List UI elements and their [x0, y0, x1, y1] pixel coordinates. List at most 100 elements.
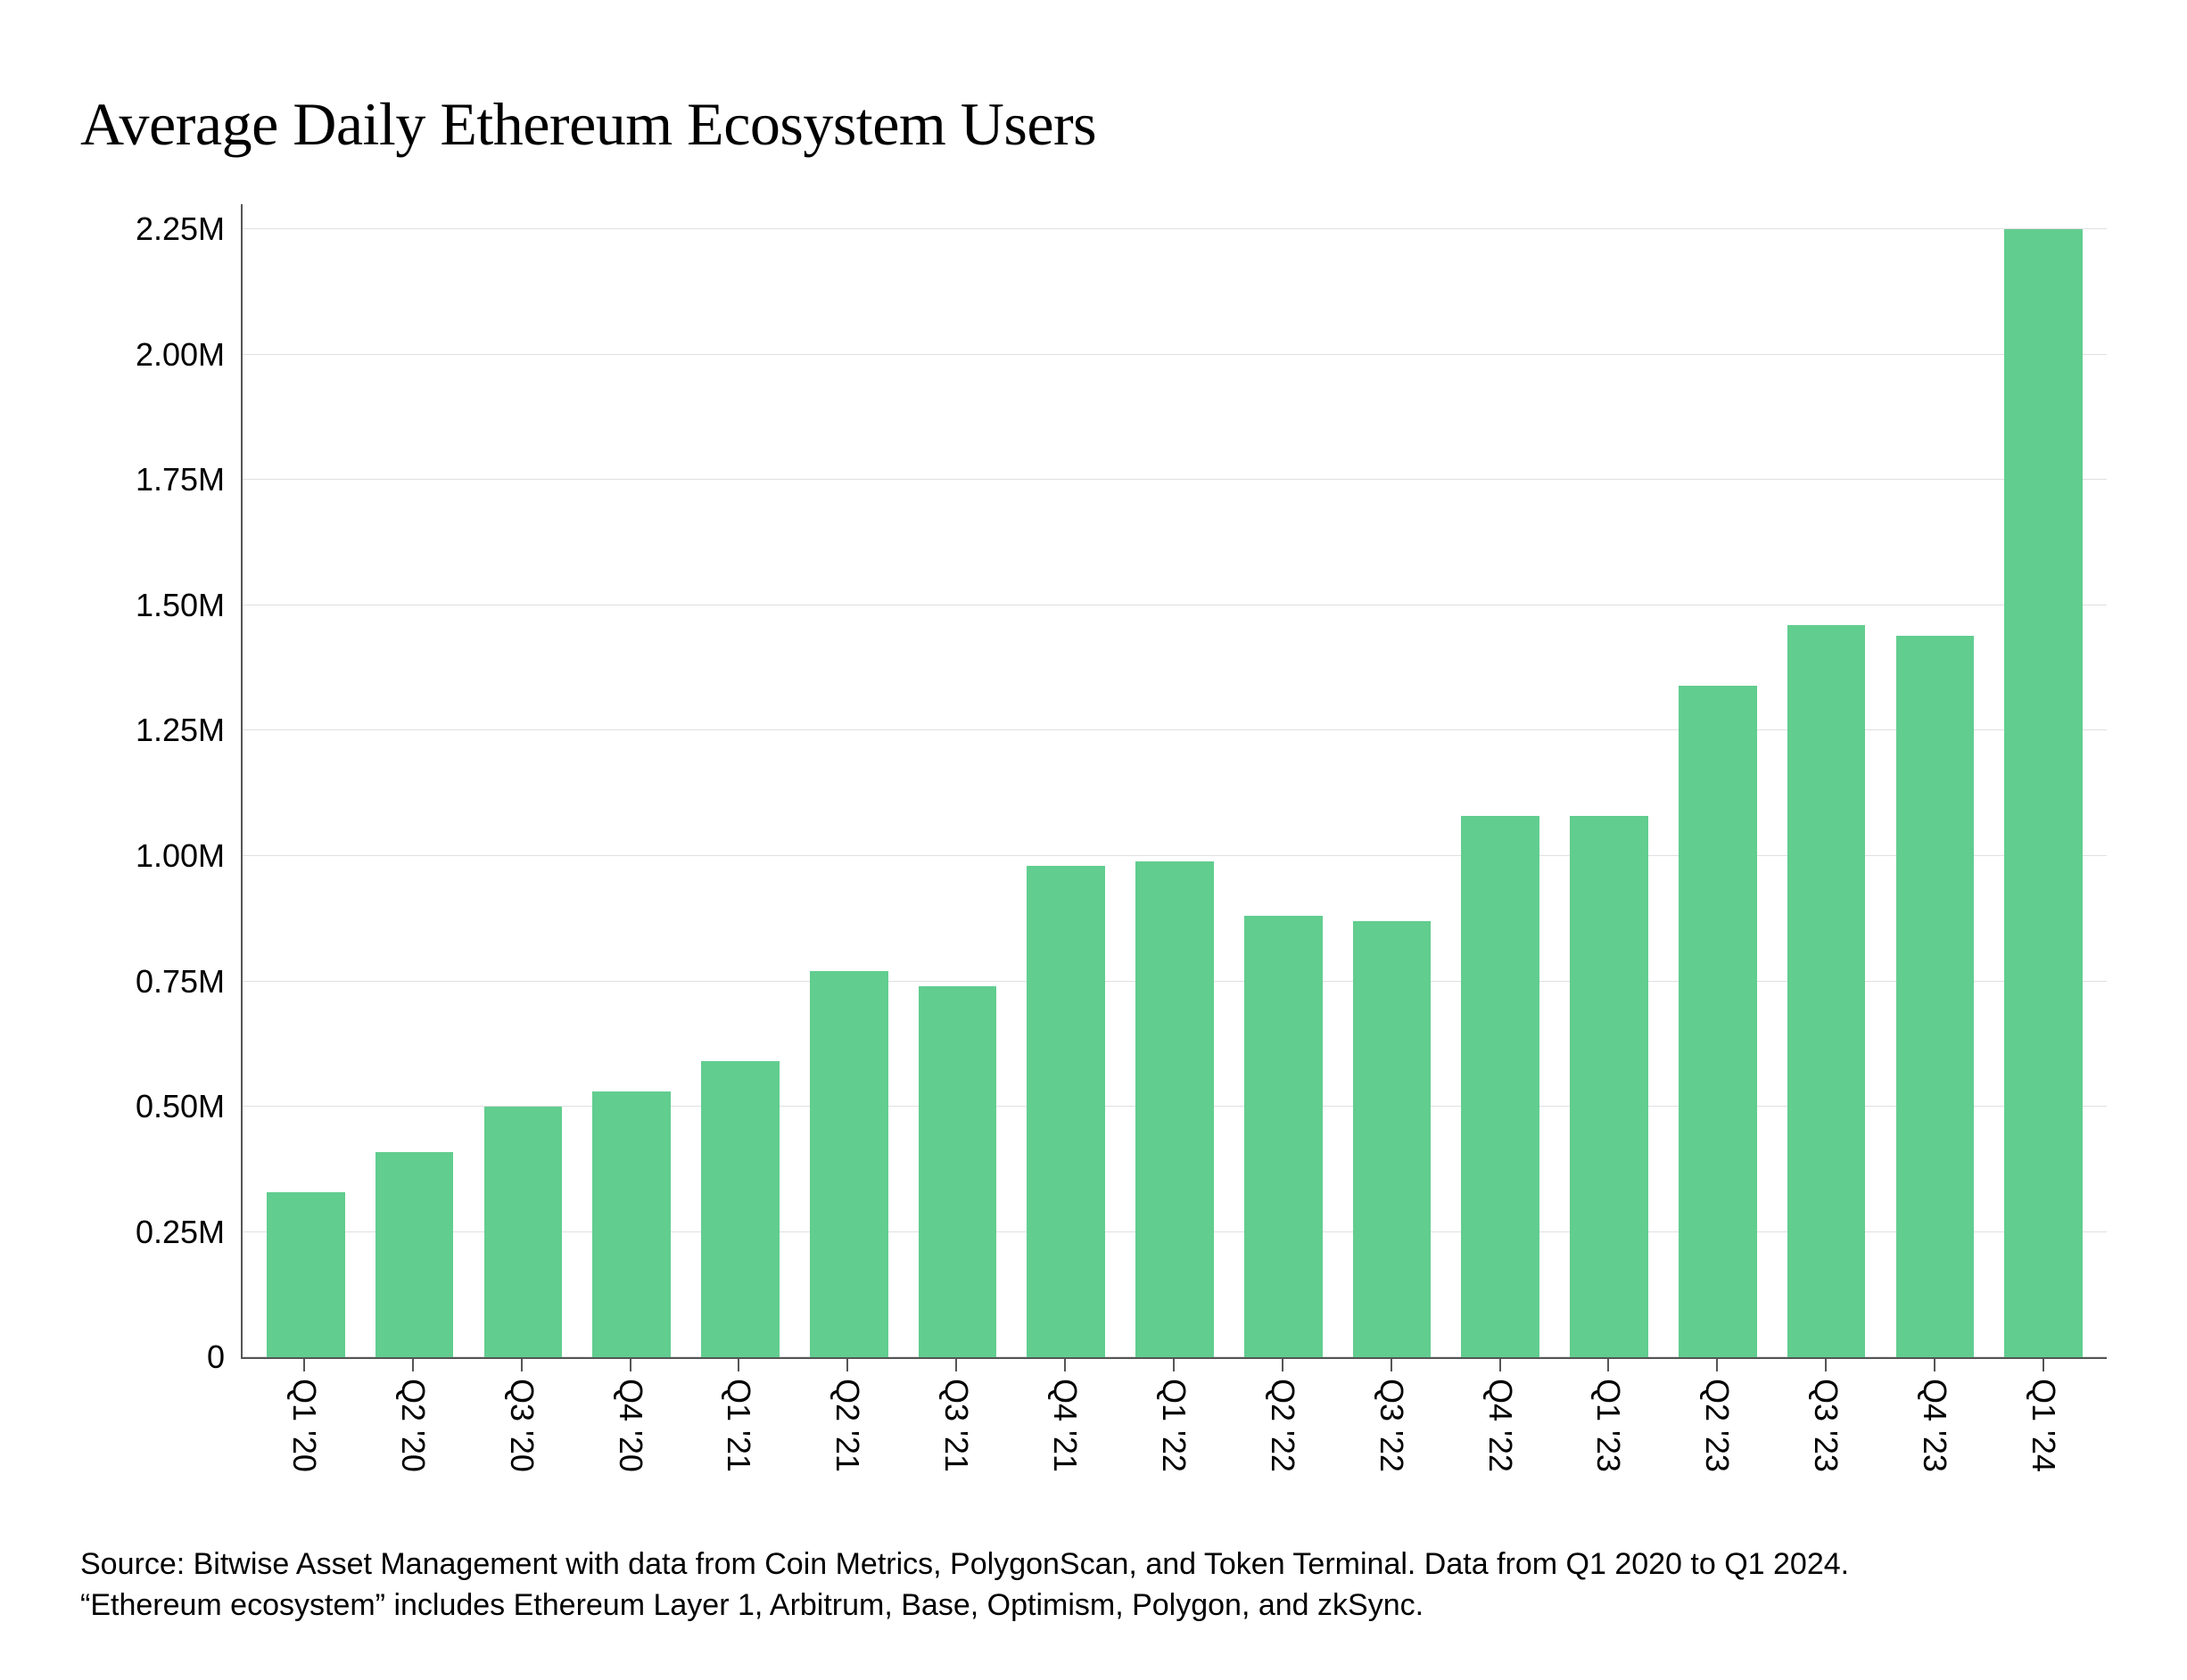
bar-slot — [1229, 204, 1338, 1357]
bar-slot — [1446, 204, 1555, 1357]
source-text: Source: Bitwise Asset Management with da… — [80, 1544, 2107, 1626]
bar-slot — [252, 204, 360, 1357]
x-tick-label: Q1 '21 — [720, 1379, 757, 1472]
bar — [1353, 921, 1432, 1357]
bar — [2004, 229, 2083, 1357]
x-tick: Q1 '24 — [1989, 1359, 2098, 1518]
bar-slot — [1120, 204, 1229, 1357]
y-tick-label: 2.00M — [136, 336, 225, 374]
x-tick-label: Q2 '21 — [829, 1379, 866, 1472]
bar — [1787, 625, 1866, 1357]
x-tick-mark — [1716, 1359, 1718, 1371]
x-axis: Q1 '20 Q2 '20 Q3 '20 Q4 '20 Q1 '21 Q2 '21 Q3 '… — [241, 1357, 2107, 1518]
x-tick-label: Q3 '21 — [937, 1379, 975, 1472]
bars-container — [243, 204, 2107, 1357]
x-tick-label: Q1 '22 — [1155, 1379, 1193, 1472]
bar-slot — [904, 204, 1012, 1357]
y-tick-label: 2.25M — [136, 210, 225, 248]
x-tick-mark — [2043, 1359, 2044, 1371]
x-tick: Q4 '20 — [576, 1359, 685, 1518]
bar-slot — [1555, 204, 1663, 1357]
bar-slot — [795, 204, 904, 1357]
bar — [592, 1091, 671, 1357]
x-tick: Q4 '23 — [1880, 1359, 1989, 1518]
y-tick-label: 1.75M — [136, 461, 225, 498]
y-tick-label: 0.50M — [136, 1088, 225, 1125]
bar — [1679, 686, 1757, 1357]
bar — [1244, 916, 1323, 1357]
bar — [701, 1061, 780, 1357]
bar — [267, 1192, 345, 1358]
x-tick-mark — [846, 1359, 848, 1371]
x-tick-label: Q4 '21 — [1046, 1379, 1084, 1472]
bar-slot — [1663, 204, 1772, 1357]
x-tick: Q1 '20 — [250, 1359, 359, 1518]
x-tick-label: Q2 '22 — [1264, 1379, 1301, 1472]
x-tick-label: Q3 '20 — [503, 1379, 541, 1472]
x-tick-mark — [738, 1359, 739, 1371]
x-tick-mark — [1282, 1359, 1283, 1371]
bar — [1027, 866, 1105, 1357]
x-tick: Q2 '23 — [1663, 1359, 1771, 1518]
source-line-1: Source: Bitwise Asset Management with da… — [80, 1544, 2107, 1585]
bar — [1570, 816, 1648, 1357]
y-axis: 00.25M0.50M0.75M1.00M1.25M1.50M1.75M2.00… — [80, 204, 241, 1357]
chart-page: Average Daily Ethereum Ecosystem Users 0… — [0, 0, 2187, 1680]
y-tick-label: 1.25M — [136, 712, 225, 749]
x-tick-mark — [303, 1359, 305, 1371]
bar — [1896, 636, 1975, 1358]
x-tick-label: Q4 '23 — [1916, 1379, 1953, 1472]
x-tick-mark — [1064, 1359, 1066, 1371]
x-tick-label: Q2 '23 — [1698, 1379, 1736, 1472]
plot-row: 00.25M0.50M0.75M1.00M1.25M1.50M1.75M2.00… — [80, 204, 2107, 1357]
x-tick-label: Q1 '20 — [285, 1379, 323, 1472]
bar — [484, 1107, 563, 1357]
x-tick: Q1 '21 — [685, 1359, 794, 1518]
x-tick-mark — [955, 1359, 957, 1371]
bar-slot — [1338, 204, 1447, 1357]
bar-slot — [1989, 204, 2098, 1357]
x-tick-label: Q1 '23 — [1589, 1379, 1627, 1472]
x-tick: Q2 '21 — [793, 1359, 902, 1518]
x-tick: Q3 '23 — [1771, 1359, 1880, 1518]
x-tick-mark — [412, 1359, 414, 1371]
x-axis-row: Q1 '20 Q2 '20 Q3 '20 Q4 '20 Q1 '21 Q2 '21 Q3 '… — [80, 1357, 2107, 1518]
x-tick: Q4 '21 — [1011, 1359, 1119, 1518]
x-tick-mark — [1825, 1359, 1827, 1371]
x-tick-label: Q3 '22 — [1373, 1379, 1410, 1472]
x-tick: Q1 '22 — [1119, 1359, 1228, 1518]
bar — [1461, 816, 1539, 1357]
x-tick: Q4 '22 — [1446, 1359, 1555, 1518]
y-tick-label: 0.25M — [136, 1214, 225, 1251]
x-axis-spacer — [80, 1357, 241, 1518]
x-tick-mark — [521, 1359, 523, 1371]
bar — [810, 971, 888, 1357]
x-tick: Q3 '21 — [902, 1359, 1011, 1518]
y-tick-label: 1.00M — [136, 837, 225, 875]
bar-slot — [1880, 204, 1989, 1357]
x-tick: Q2 '22 — [1228, 1359, 1337, 1518]
x-tick-mark — [1499, 1359, 1501, 1371]
bar-slot — [686, 204, 795, 1357]
y-tick-label: 1.50M — [136, 587, 225, 624]
bar-slot — [469, 204, 578, 1357]
x-tick-label: Q4 '20 — [612, 1379, 649, 1472]
plot-area — [241, 204, 2107, 1357]
x-tick-label: Q1 '24 — [2025, 1379, 2062, 1472]
x-tick-mark — [1934, 1359, 1935, 1371]
chart-area: 00.25M0.50M0.75M1.00M1.25M1.50M1.75M2.00… — [80, 204, 2107, 1518]
x-tick-mark — [1173, 1359, 1175, 1371]
x-tick: Q3 '22 — [1337, 1359, 1446, 1518]
x-tick-label: Q3 '23 — [1807, 1379, 1845, 1472]
source-line-2: “Ethereum ecosystem” includes Ethereum L… — [80, 1585, 2107, 1626]
bar-slot — [1011, 204, 1120, 1357]
x-tick: Q2 '20 — [359, 1359, 467, 1518]
x-tick-mark — [630, 1359, 631, 1371]
bar — [376, 1152, 454, 1358]
x-tick-mark — [1391, 1359, 1392, 1371]
x-tick-label: Q2 '20 — [394, 1379, 432, 1472]
y-tick-label: 0.75M — [136, 963, 225, 1001]
x-tick: Q3 '20 — [467, 1359, 576, 1518]
x-tick-label: Q4 '22 — [1481, 1379, 1519, 1472]
bar-slot — [1772, 204, 1881, 1357]
